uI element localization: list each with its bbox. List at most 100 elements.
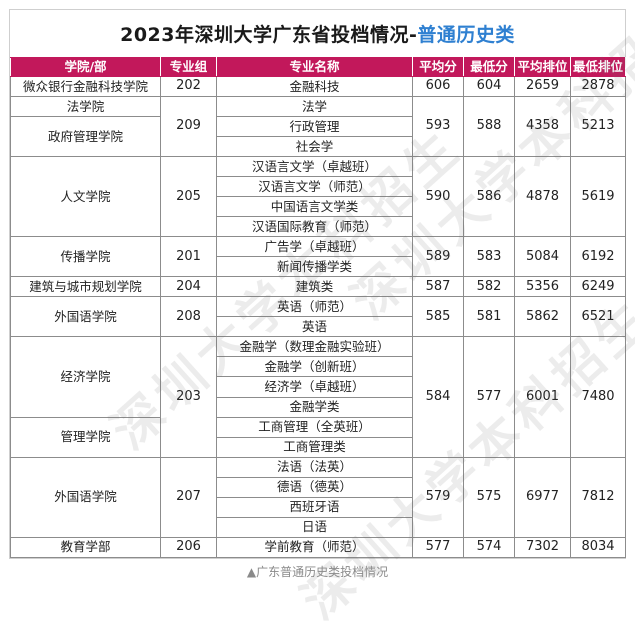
major-cell: 英语 (216, 316, 413, 338)
table-row: 金融学类 (11, 396, 626, 418)
header-row: 学院/部 专业组 专业名称 平均分 最低分 平均排位 最低排位 (10, 57, 626, 77)
group-code-cell: 207 (160, 456, 217, 538)
avg-rank-cell: 4358 (514, 96, 571, 158)
major-cell: 社会学 (216, 136, 413, 158)
min-rank-cell: 6192 (570, 236, 626, 278)
table-row: 法学院 209 法学 593 588 4358 5213 (10, 96, 626, 158)
min-rank-cell: 5213 (570, 96, 626, 158)
table-row: 金融学（创新班） (11, 356, 626, 378)
min-rank-cell: 2878 (570, 75, 626, 98)
major-cell: 汉语言文学（卓越班） (216, 156, 413, 178)
avg-score-cell: 606 (412, 75, 464, 98)
group-code-cell: 202 (160, 75, 217, 98)
college-cell: 政府管理学院 (10, 116, 161, 158)
major-cell: 金融学（创新班） (216, 356, 413, 378)
college-cell: 外国语学院 (10, 456, 161, 538)
group-code-cell: 205 (160, 156, 217, 238)
major-cell: 建筑类 (216, 276, 413, 298)
min-score-cell: 577 (463, 336, 515, 458)
table-row: 建筑与城市规划学院 204 建筑类 587 582 5356 6249 (10, 276, 626, 298)
major-cell: 行政管理 (216, 116, 413, 138)
avg-score-cell: 589 (412, 236, 464, 278)
major-cell: 工商管理（全英班） (216, 416, 413, 438)
college-cell: 人文学院 (10, 156, 161, 238)
table-row: 管理学院 工商管理（全英班） (10, 416, 626, 458)
col-header: 专业组 (160, 57, 217, 77)
table-row: 教育学部 206 学前教育（师范） 577 574 7302 8034 (10, 536, 626, 559)
min-rank-cell: 6521 (570, 296, 626, 338)
col-header: 专业名称 (216, 57, 413, 77)
major-cell: 德语（德英） (216, 476, 413, 498)
table-row: 外国语学院 208 英语（师范） 585 581 5862 6521 (10, 296, 626, 338)
major-cell: 汉语国际教育（师范） (216, 216, 413, 238)
group-code-cell: 203 (160, 336, 217, 458)
table-row: 经济学院 203 金融学（数理金融实验班） 584 577 6001 7480 (10, 336, 626, 458)
table-body: 微众银行金融科技学院 202 金融科技 606 604 2659 2878 法学院 209 法学 5… (10, 75, 626, 559)
college-cell: 建筑与城市规划学院 (10, 276, 161, 298)
avg-score-cell: 587 (412, 276, 464, 298)
major-cell: 法语（法英） (216, 456, 413, 478)
avg-rank-cell: 5356 (514, 276, 571, 298)
title-highlight: 普通历史类 (417, 23, 515, 46)
group-code-cell: 201 (160, 236, 217, 278)
college-cell: 经济学院 (10, 336, 161, 418)
min-score-cell: 575 (463, 456, 515, 538)
college-cell: 传播学院 (10, 236, 161, 278)
min-rank-cell: 7812 (570, 456, 626, 538)
table-row: 外国语学院 207 法语（法英） 579 575 6977 7812 (10, 456, 626, 538)
major-cell: 汉语言文学（师范） (216, 176, 413, 198)
avg-score-cell: 584 (412, 336, 464, 458)
group-code-cell: 208 (160, 296, 217, 338)
avg-score-cell: 579 (412, 456, 464, 538)
college-cell: 法学院 (10, 96, 161, 118)
avg-rank-cell: 7302 (514, 536, 571, 559)
avg-rank-cell: 4878 (514, 156, 571, 238)
major-cell: 广告学（卓越班） (216, 236, 413, 258)
col-header: 学院/部 (10, 57, 161, 77)
min-rank-cell: 7480 (570, 336, 626, 458)
major-cell: 经济学（卓越班） (216, 376, 413, 398)
admission-table: 学院/部 专业组 专业名称 平均分 最低分 平均排位 最低排位 微众银行金融科技… (10, 57, 626, 559)
avg-rank-cell: 5862 (514, 296, 571, 338)
group-code-cell: 204 (160, 276, 217, 298)
table-row: 汉语国际教育（师范） (11, 216, 626, 238)
avg-rank-cell: 6001 (514, 336, 571, 458)
table-row: 新闻传播学类 (11, 256, 626, 278)
major-cell: 西班牙语 (216, 496, 413, 518)
group-code-cell: 206 (160, 536, 217, 559)
table-row: 传播学院 201 广告学（卓越班） 589 583 5084 6192 (10, 236, 626, 278)
avg-rank-cell: 2659 (514, 75, 571, 98)
min-score-cell: 581 (463, 296, 515, 338)
major-cell: 金融学类 (216, 396, 413, 418)
major-cell: 工商管理类 (216, 436, 413, 458)
major-cell: 金融学（数理金融实验班） (216, 336, 413, 358)
min-rank-cell: 5619 (570, 156, 626, 238)
min-score-cell: 588 (463, 96, 515, 158)
college-cell: 教育学部 (10, 536, 161, 559)
title-main: 2023年深圳大学广东省投档情况- (120, 23, 418, 46)
major-cell: 学前教育（师范） (216, 536, 413, 559)
table-row: 汉语言文学（师范） (11, 176, 626, 198)
col-header: 平均分 (412, 57, 464, 77)
college-cell: 管理学院 (10, 416, 161, 458)
avg-rank-cell: 5084 (514, 236, 571, 278)
caption: ▲广东普通历史类投档情况 (246, 565, 389, 579)
major-cell: 英语（师范） (216, 296, 413, 318)
major-cell: 日语 (216, 516, 413, 538)
col-header: 最低排位 (570, 57, 626, 77)
major-cell: 新闻传播学类 (216, 256, 413, 278)
avg-score-cell: 590 (412, 156, 464, 238)
college-cell: 外国语学院 (10, 296, 161, 338)
avg-score-cell: 585 (412, 296, 464, 338)
avg-score-cell: 577 (412, 536, 464, 559)
major-cell: 中国语言文学类 (216, 196, 413, 218)
min-score-cell: 586 (463, 156, 515, 238)
min-score-cell: 582 (463, 276, 515, 298)
avg-rank-cell: 6977 (514, 456, 571, 538)
min-rank-cell: 8034 (570, 536, 626, 559)
major-cell: 金融科技 (216, 75, 413, 98)
col-header: 最低分 (463, 57, 515, 77)
group-code-cell: 209 (160, 96, 217, 158)
min-rank-cell: 6249 (570, 276, 626, 298)
avg-score-cell: 593 (412, 96, 464, 158)
